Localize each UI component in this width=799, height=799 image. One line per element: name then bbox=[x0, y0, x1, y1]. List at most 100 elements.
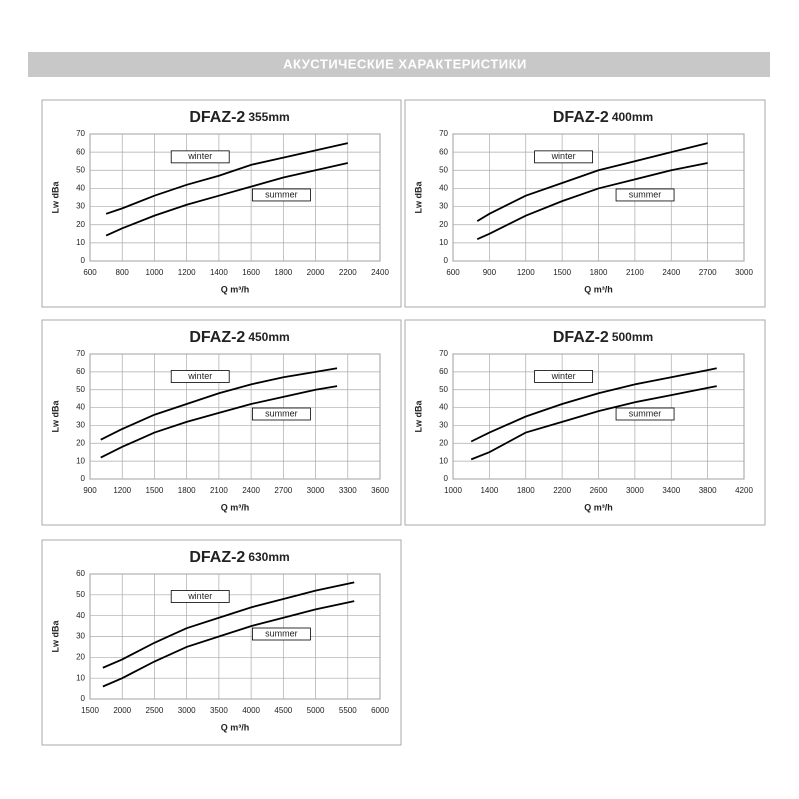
x-tick-label: 1800 bbox=[590, 268, 608, 277]
x-axis-label: Q m³/h bbox=[584, 284, 613, 294]
legend-box bbox=[615, 407, 675, 421]
x-tick-label: 2700 bbox=[699, 268, 717, 277]
chart: DFAZ-2 450mm 0 10 20 30 40 50 60 70 900 1200 1500 180… bbox=[41, 319, 402, 526]
chart-title: DFAZ-2 355mm bbox=[189, 109, 289, 126]
x-tick-label: 2200 bbox=[339, 268, 357, 277]
legend-box bbox=[251, 627, 311, 641]
legend-label: summer bbox=[265, 408, 298, 418]
x-tick-label: 2400 bbox=[662, 268, 680, 277]
y-axis-label: Lw dBa bbox=[50, 400, 60, 433]
plot-area bbox=[89, 353, 381, 480]
y-tick-label: 50 bbox=[76, 590, 85, 599]
chart-title: DFAZ-2 630mm bbox=[189, 549, 289, 566]
x-tick-label: 2000 bbox=[113, 706, 131, 715]
x-tick-label: 3000 bbox=[626, 486, 644, 495]
y-tick-label: 60 bbox=[76, 147, 85, 156]
y-tick-label: 70 bbox=[439, 349, 448, 358]
x-tick-label: 1500 bbox=[81, 706, 99, 715]
x-tick-label: 2400 bbox=[371, 268, 389, 277]
y-tick-label: 0 bbox=[444, 256, 449, 265]
series-line bbox=[470, 367, 717, 443]
x-tick-label: 2600 bbox=[590, 486, 608, 495]
x-tick-label: 4000 bbox=[242, 706, 260, 715]
legend-box bbox=[170, 150, 230, 164]
series-line bbox=[476, 162, 708, 241]
x-tick-label: 600 bbox=[446, 268, 460, 277]
x-tick-label: 1200 bbox=[517, 268, 535, 277]
x-tick-label: 1600 bbox=[242, 268, 260, 277]
y-axis-label: Lw dBa bbox=[413, 181, 423, 214]
legend-box bbox=[251, 407, 311, 421]
y-tick-label: 10 bbox=[439, 238, 448, 247]
title-sub: 355mm bbox=[248, 110, 289, 124]
legend-label: winter bbox=[187, 151, 212, 161]
y-tick-label: 30 bbox=[76, 632, 85, 641]
y-tick-label: 70 bbox=[76, 129, 85, 138]
y-tick-label: 20 bbox=[76, 220, 85, 229]
chart-title: DFAZ-2 450mm bbox=[189, 329, 289, 346]
y-tick-label: 30 bbox=[439, 421, 448, 430]
x-axis-label: Q m³/h bbox=[221, 502, 250, 512]
legend-box bbox=[534, 370, 593, 383]
x-tick-label: 2700 bbox=[274, 486, 292, 495]
y-tick-label: 30 bbox=[439, 202, 448, 211]
title-main: DFAZ-2 bbox=[189, 329, 245, 346]
title-main: DFAZ-2 bbox=[553, 109, 609, 126]
y-tick-label: 40 bbox=[439, 403, 448, 412]
legend-label: winter bbox=[551, 151, 576, 161]
series-line bbox=[100, 385, 338, 459]
y-tick-label: 60 bbox=[76, 569, 85, 578]
y-tick-label: 10 bbox=[76, 673, 85, 682]
legend-label: winter bbox=[551, 371, 576, 381]
y-tick-label: 20 bbox=[76, 652, 85, 661]
x-tick-label: 5000 bbox=[307, 706, 325, 715]
y-tick-label: 50 bbox=[439, 165, 448, 174]
header-bar bbox=[28, 52, 770, 77]
x-tick-label: 1000 bbox=[146, 268, 164, 277]
y-tick-label: 60 bbox=[439, 367, 448, 376]
y-tick-label: 40 bbox=[76, 403, 85, 412]
header-title: АКУСТИЧЕСКИЕ ХАРАКТЕРИСТИКИ bbox=[283, 56, 527, 71]
x-tick-label: 900 bbox=[483, 268, 497, 277]
y-tick-label: 70 bbox=[76, 349, 85, 358]
x-tick-label: 2100 bbox=[626, 268, 644, 277]
y-tick-label: 60 bbox=[76, 367, 85, 376]
y-tick-label: 10 bbox=[76, 456, 85, 465]
chart-title: DFAZ-2 400mm bbox=[553, 109, 653, 126]
x-tick-label: 800 bbox=[116, 268, 130, 277]
y-tick-label: 0 bbox=[444, 474, 449, 483]
x-tick-label: 6000 bbox=[371, 706, 389, 715]
y-tick-label: 50 bbox=[76, 385, 85, 394]
series-line bbox=[102, 600, 355, 688]
y-tick-label: 30 bbox=[76, 421, 85, 430]
x-axis-label: Q m³/h bbox=[221, 284, 250, 294]
x-tick-label: 1800 bbox=[517, 486, 535, 495]
x-tick-label: 3000 bbox=[735, 268, 753, 277]
series-line bbox=[476, 142, 708, 222]
legend-box bbox=[534, 150, 593, 164]
x-tick-label: 1400 bbox=[210, 268, 228, 277]
y-tick-label: 0 bbox=[81, 694, 86, 703]
y-tick-label: 40 bbox=[76, 184, 85, 193]
x-tick-label: 1200 bbox=[178, 268, 196, 277]
x-tick-label: 900 bbox=[83, 486, 97, 495]
y-tick-label: 40 bbox=[439, 184, 448, 193]
x-tick-label: 1800 bbox=[274, 268, 292, 277]
x-tick-label: 3600 bbox=[371, 486, 389, 495]
title-sub: 500mm bbox=[612, 330, 653, 344]
series-line bbox=[105, 162, 348, 237]
y-tick-label: 60 bbox=[439, 147, 448, 156]
legend-label: summer bbox=[629, 408, 662, 418]
x-axis-label: Q m³/h bbox=[221, 722, 250, 732]
y-tick-label: 10 bbox=[76, 238, 85, 247]
legend-box bbox=[170, 590, 230, 603]
title-main: DFAZ-2 bbox=[553, 329, 609, 346]
x-tick-label: 3800 bbox=[699, 486, 717, 495]
x-tick-label: 1200 bbox=[113, 486, 131, 495]
series-line bbox=[470, 385, 717, 461]
x-tick-label: 2400 bbox=[242, 486, 260, 495]
chart: DFAZ-2 500mm 0 10 20 30 40 50 60 70 1000 1400 1800 22… bbox=[404, 319, 766, 526]
plot-area bbox=[89, 133, 381, 262]
y-tick-label: 20 bbox=[439, 438, 448, 447]
